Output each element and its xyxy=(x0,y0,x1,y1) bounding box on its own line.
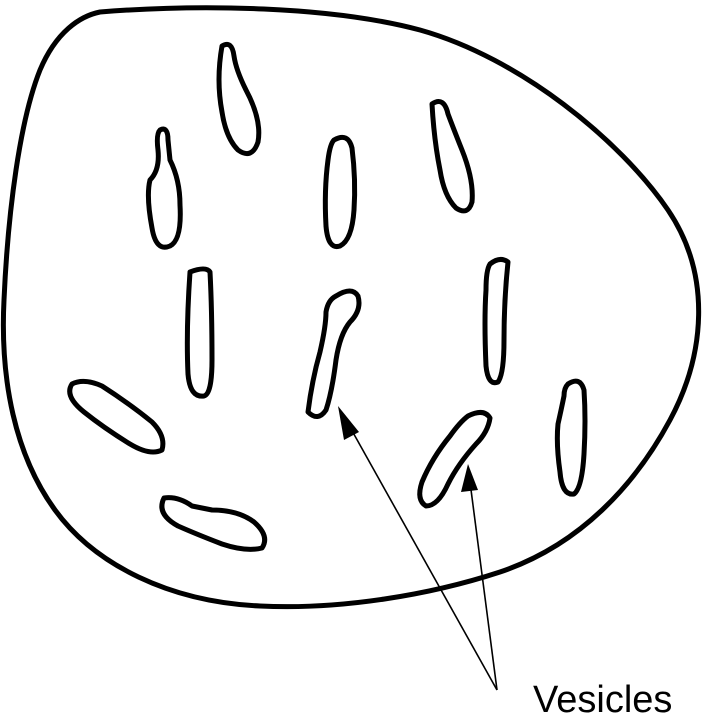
vesicle xyxy=(322,134,358,250)
arrowhead xyxy=(338,406,359,440)
vesicle xyxy=(305,288,362,419)
vesicle xyxy=(216,41,262,157)
vesicle xyxy=(67,378,166,455)
vesicle xyxy=(482,256,511,386)
pointer-line xyxy=(345,419,498,691)
vesicle xyxy=(417,410,493,509)
vesicle xyxy=(145,126,183,250)
vesicle xyxy=(429,99,475,214)
vesicle xyxy=(184,266,215,399)
cell-outline xyxy=(0,5,702,610)
pointer-line xyxy=(469,481,498,691)
vesicles-label: Vesicles xyxy=(533,679,672,719)
vesicle xyxy=(554,378,588,497)
arrowhead xyxy=(461,464,478,492)
vesicle xyxy=(159,495,268,552)
